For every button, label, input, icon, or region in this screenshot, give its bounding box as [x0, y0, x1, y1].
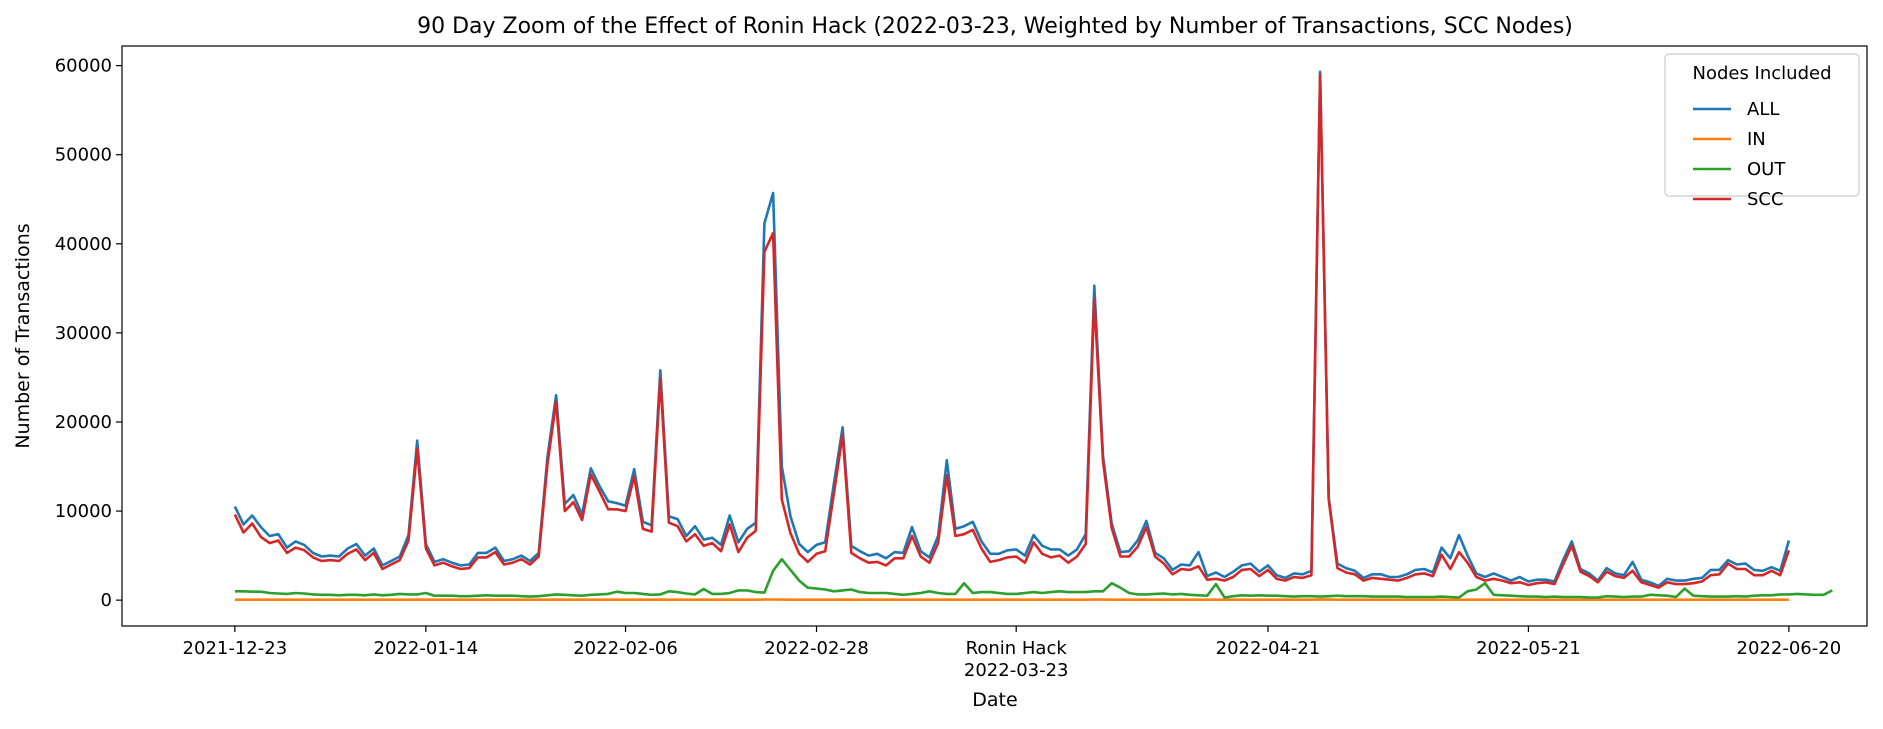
- series-lines: [235, 72, 1832, 600]
- x-axis-ticks: 2021-12-23 2022-01-14 2022-02-06 2022-02-28…: [183, 626, 1842, 681]
- series-line-all: [235, 72, 1789, 586]
- x-tick-label: 2022-06-20: [1737, 638, 1842, 659]
- legend: Nodes Included ALL IN OUT SCC: [1665, 54, 1859, 210]
- y-tick-label: 0: [101, 590, 112, 611]
- x-axis-label: Date: [972, 689, 1017, 711]
- legend-label-all: ALL: [1747, 99, 1779, 120]
- legend-label-scc: SCC: [1747, 189, 1784, 210]
- x-tick-label: 2022-02-28: [764, 638, 869, 659]
- y-tick-label: 30000: [55, 323, 112, 344]
- y-tick-label: 60000: [55, 56, 112, 77]
- y-axis-ticks: 0 10000 20000 30000 40000 50000 60000: [55, 56, 122, 612]
- legend-label-out: OUT: [1747, 159, 1786, 180]
- series-line-scc: [235, 75, 1789, 588]
- y-tick-label: 20000: [55, 412, 112, 433]
- x-tick-label: 2022-03-23: [964, 660, 1069, 681]
- y-tick-label: 40000: [55, 234, 112, 255]
- x-tick-label: 2022-04-21: [1216, 638, 1321, 659]
- x-tick-label: 2022-05-21: [1476, 638, 1581, 659]
- y-tick-label: 10000: [55, 501, 112, 522]
- plot-frame: [122, 46, 1867, 626]
- x-tick-label: 2022-02-06: [573, 638, 678, 659]
- legend-title: Nodes Included: [1692, 63, 1831, 84]
- x-tick-label: Ronin Hack: [966, 638, 1068, 659]
- y-axis-label: Number of Transactions: [12, 223, 34, 448]
- x-tick-label: 2021-12-23: [183, 638, 288, 659]
- x-tick-label: 2022-01-14: [374, 638, 479, 659]
- chart-title: 90 Day Zoom of the Effect of Ronin Hack …: [417, 14, 1573, 39]
- y-tick-label: 50000: [55, 145, 112, 166]
- legend-label-in: IN: [1747, 129, 1766, 150]
